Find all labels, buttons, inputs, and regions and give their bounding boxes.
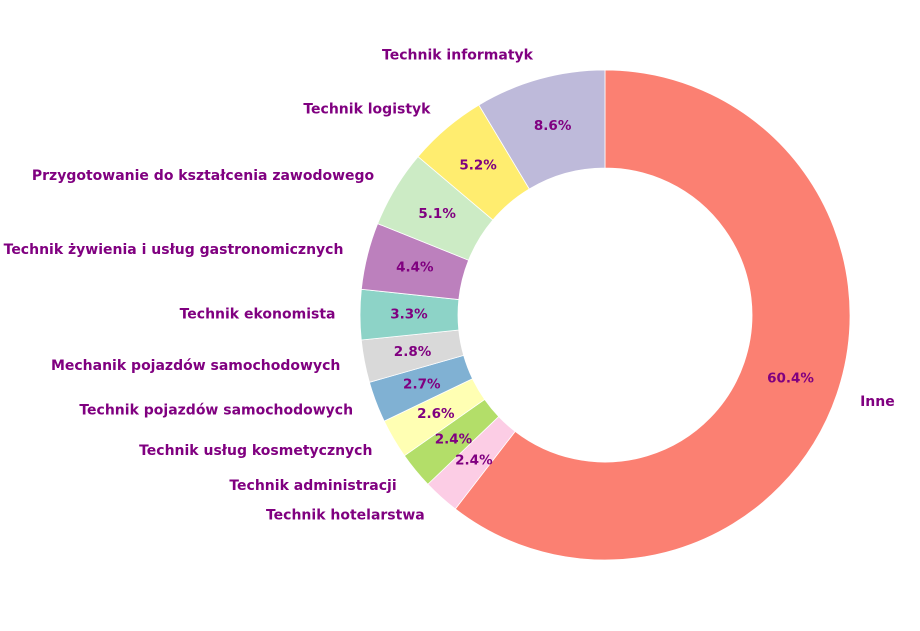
category-labels: Inne Technik hotelarstwa Technik administr… [4,47,895,523]
percent-label-technik-uslug-kosmetycznych: 2.6% [417,406,455,422]
percent-label-mechanik-pojazdow-samochodowych: 2.8% [394,344,432,360]
percent-labels: 60.4% 2.4% 2.4% 2.6% 2.7% 2.8% 3.3% 4.4% 5.1% 5.2… [390,118,814,469]
percent-label-technik-administracji: 2.4% [435,431,473,447]
percent-label-technik-ekonomista: 3.3% [390,307,428,323]
category-label-technik-informatyk: Technik informatyk [382,47,534,63]
donut-slices [359,69,851,561]
percent-label-przygotowanie-do-ksztalcenia-zawodowego: 5.1% [418,206,456,222]
percent-label-technik-pojazdow-samochodowych: 2.7% [403,377,441,393]
category-label-technik-administracji: Technik administracji [229,478,396,494]
percent-label-technik-hotelarstwa: 2.4% [455,453,493,469]
slice-inne [454,69,851,561]
category-label-technik-pojazdow-samochodowych: Technik pojazdów samochodowych [79,403,353,419]
category-label-technik-uslug-kosmetycznych: Technik usług kosmetycznych [139,443,372,459]
category-label-technik-hotelarstwa: Technik hotelarstwa [266,507,425,523]
category-label-przygotowanie-do-ksztalcenia-zawodowego: Przygotowanie do kształcenia zawodowego [32,168,375,184]
category-label-technik-zywienia-i-uslug-gastronomicznych: Technik żywienia i usług gastronomicznyc… [4,242,344,258]
percent-label-technik-informatyk: 8.6% [534,118,572,134]
slice-technik-informatyk [478,69,606,190]
category-label-technik-logistyk: Technik logistyk [303,102,431,118]
category-label-mechanik-pojazdow-samochodowych: Mechanik pojazdów samochodowych [51,358,340,374]
percent-label-inne: 60.4% [767,370,814,386]
percent-label-technik-zywienia-i-uslug-gastronomicznych: 4.4% [396,260,434,276]
category-label-inne: Inne [860,394,895,410]
percent-label-technik-logistyk: 5.2% [459,158,497,174]
category-label-technik-ekonomista: Technik ekonomista [180,307,336,323]
